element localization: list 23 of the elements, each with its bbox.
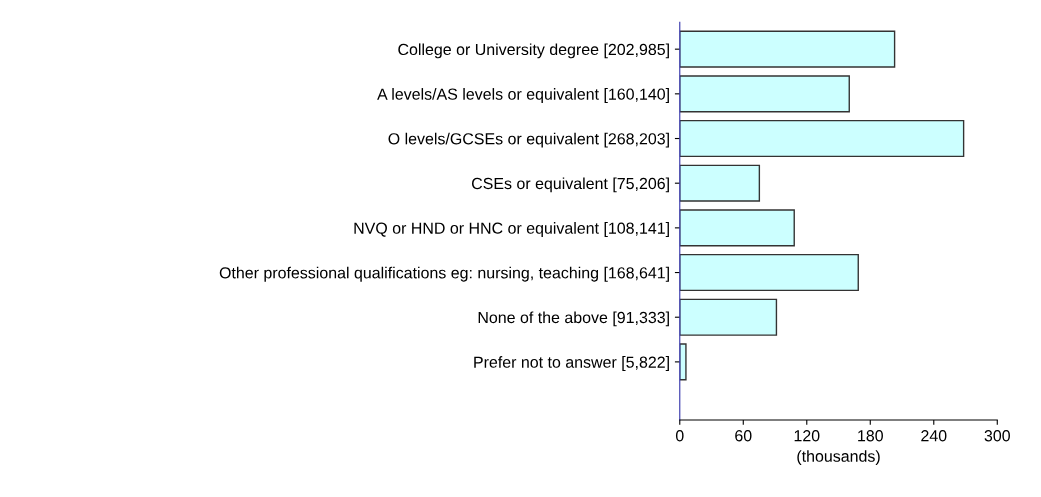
y-tick-label: NVQ or HND or HNC or equivalent [108,141] <box>354 222 669 237</box>
y-tick-label: A levels/AS levels or equivalent [160,140] <box>377 88 669 103</box>
bar <box>679 343 687 381</box>
x-axis-title: (thousands) <box>797 450 880 466</box>
bar <box>679 30 896 68</box>
y-tick-label: Other professional qualifications eg: nursing, teaching [168,641] <box>219 266 669 282</box>
bar <box>679 119 965 158</box>
bar <box>679 164 761 202</box>
bar <box>679 75 850 113</box>
x-tick-label: 0 <box>675 430 684 442</box>
x-tick-label: 180 <box>858 430 883 442</box>
bar <box>679 209 795 247</box>
x-tick-label: 60 <box>735 430 752 442</box>
y-tick-label: College or University degree [202,985] <box>398 43 669 59</box>
y-tick-label: Prefer not to answer [5,822] <box>474 356 669 371</box>
y-tick-label: None of the above [91,333] <box>478 311 669 327</box>
x-tick-label: 120 <box>794 430 820 442</box>
bar <box>679 253 859 292</box>
x-tick-label: 300 <box>984 430 1010 442</box>
x-tick-label: 240 <box>921 430 947 442</box>
y-tick-label: CSEs or equivalent [75,206] <box>471 177 669 193</box>
bar <box>679 298 778 336</box>
y-tick-label: O levels/GCSEs or equivalent [268,203] <box>388 132 669 148</box>
